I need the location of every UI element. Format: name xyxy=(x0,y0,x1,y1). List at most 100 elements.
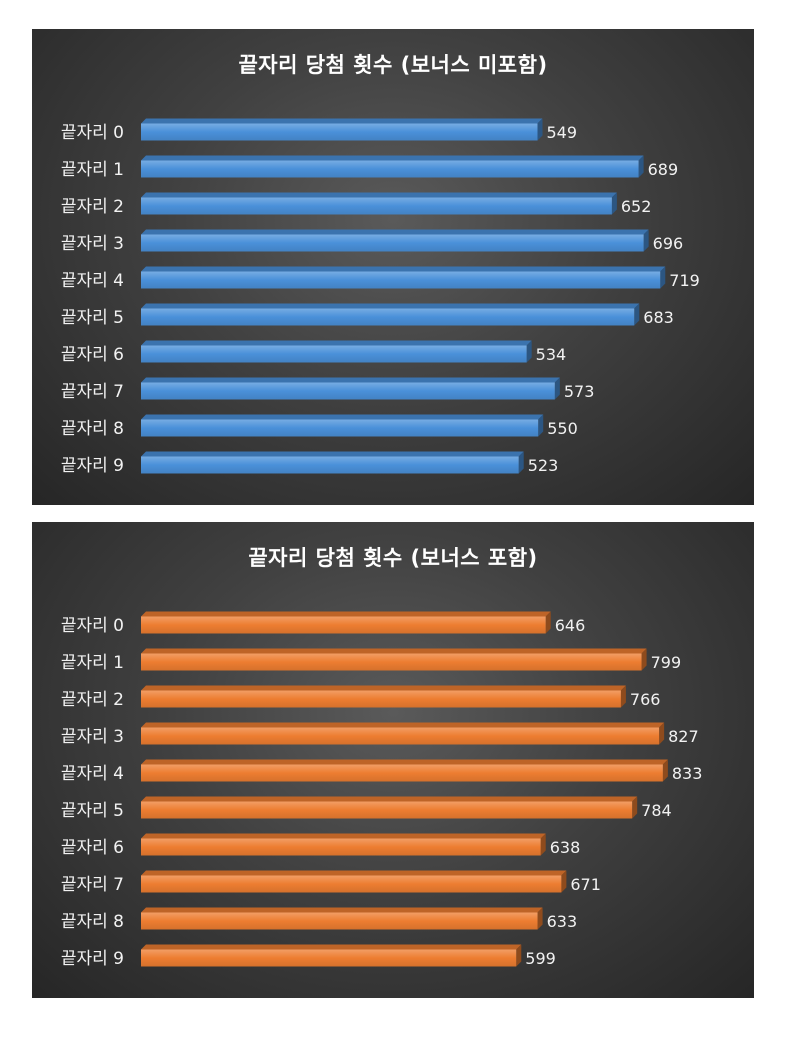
bar-side-face xyxy=(660,266,666,289)
bar-top-face xyxy=(141,377,560,383)
category-label: 끝자리 6 xyxy=(61,838,124,858)
bar-top-face xyxy=(141,648,647,654)
bar-chart-plot: 끝자리 0 549 끝자리 1 689 끝자리 2 652 끝자리 3 696 끝자리 4 719… xyxy=(61,118,700,476)
bar xyxy=(141,616,546,634)
bar xyxy=(141,234,644,252)
bar-group xyxy=(141,648,647,671)
value-label: 550 xyxy=(547,419,578,438)
bar-side-face xyxy=(537,118,543,141)
category-label: 끝자리 7 xyxy=(61,382,124,402)
bar-group xyxy=(141,229,649,252)
chart-title: 끝자리 당첨 횟수 (보너스 미포함) xyxy=(238,53,548,77)
bar-side-face xyxy=(634,303,640,326)
value-label: 799 xyxy=(651,653,682,672)
bar xyxy=(141,653,642,671)
bar xyxy=(141,308,635,326)
bar-side-face xyxy=(632,796,638,819)
category-label: 끝자리 2 xyxy=(61,690,124,710)
bar-group xyxy=(141,944,522,967)
bar-group xyxy=(141,870,567,893)
category-label: 끝자리 8 xyxy=(61,912,124,932)
bar-side-face xyxy=(643,229,649,252)
bar-top-face xyxy=(141,907,543,913)
bar-group xyxy=(141,192,617,215)
bar-group xyxy=(141,303,640,326)
category-label: 끝자리 0 xyxy=(61,123,124,143)
category-label: 끝자리 3 xyxy=(61,727,124,747)
bar-top-face xyxy=(141,833,546,839)
bar-group xyxy=(141,266,666,289)
bar-group xyxy=(141,451,524,474)
value-label: 784 xyxy=(641,801,672,820)
bar-chart-plot: 끝자리 0 646 끝자리 1 799 끝자리 2 766 끝자리 3 827 끝자리 4 833… xyxy=(61,611,703,969)
bar xyxy=(141,419,539,437)
bar-side-face xyxy=(538,414,544,437)
value-label: 833 xyxy=(672,764,703,783)
bar xyxy=(141,949,517,967)
bar-side-face xyxy=(540,833,546,856)
bar-top-face xyxy=(141,759,668,765)
bar-side-face xyxy=(662,759,668,782)
bar-side-face xyxy=(561,870,567,893)
category-label: 끝자리 9 xyxy=(61,949,124,969)
value-label: 766 xyxy=(630,690,661,709)
category-label: 끝자리 8 xyxy=(61,419,124,439)
bar-side-face xyxy=(620,685,626,708)
value-label: 646 xyxy=(555,616,586,635)
bar-group xyxy=(141,907,543,930)
value-label: 719 xyxy=(669,271,700,290)
chart-title: 끝자리 당첨 횟수 (보너스 포함) xyxy=(248,546,538,570)
category-label: 끝자리 6 xyxy=(61,345,124,365)
bar-top-face xyxy=(141,870,567,876)
bar-top-face xyxy=(141,944,522,950)
bar-side-face xyxy=(518,451,524,474)
bar xyxy=(141,456,519,474)
bar-top-face xyxy=(141,303,640,309)
category-label: 끝자리 1 xyxy=(61,160,124,180)
category-label: 끝자리 4 xyxy=(61,271,124,291)
bar-group xyxy=(141,155,644,178)
bar xyxy=(141,160,639,178)
category-label: 끝자리 3 xyxy=(61,234,124,254)
bar xyxy=(141,123,538,141)
value-label: 534 xyxy=(536,345,567,364)
bar-top-face xyxy=(141,611,551,617)
value-label: 633 xyxy=(547,912,578,931)
bar-top-face xyxy=(141,722,665,728)
category-label: 끝자리 5 xyxy=(61,801,124,821)
value-label: 549 xyxy=(547,123,578,142)
bar-side-face xyxy=(526,340,532,363)
bar-top-face xyxy=(141,685,626,691)
bar-side-face xyxy=(611,192,617,215)
bar-group xyxy=(141,377,560,400)
category-label: 끝자리 9 xyxy=(61,456,124,476)
bar-top-face xyxy=(141,451,524,457)
bar-side-face xyxy=(537,907,543,930)
value-label: 599 xyxy=(525,949,556,968)
value-label: 523 xyxy=(528,456,559,475)
bar-top-face xyxy=(141,192,617,198)
category-label: 끝자리 5 xyxy=(61,308,124,328)
bar xyxy=(141,271,661,289)
bar-top-face xyxy=(141,796,638,802)
bar-side-face xyxy=(516,944,522,967)
bar-side-face xyxy=(554,377,560,400)
value-label: 573 xyxy=(564,382,595,401)
category-label: 끝자리 0 xyxy=(61,616,124,636)
bar-top-face xyxy=(141,414,544,420)
bar xyxy=(141,382,555,400)
bar xyxy=(141,690,621,708)
bar xyxy=(141,727,660,745)
chart-panel-with-bonus: 끝자리 당첨 횟수 (보너스 포함) 끝자리 0 646 끝자리 1 799 끝자리 2… xyxy=(32,522,754,998)
bar-side-face xyxy=(638,155,644,178)
value-label: 689 xyxy=(648,160,679,179)
bar xyxy=(141,838,541,856)
bar xyxy=(141,345,527,363)
value-label: 827 xyxy=(668,727,699,746)
bar-top-face xyxy=(141,340,532,346)
category-label: 끝자리 2 xyxy=(61,197,124,217)
value-label: 652 xyxy=(621,197,652,216)
bar-side-face xyxy=(659,722,665,745)
bar-group xyxy=(141,611,551,634)
chart-panel-no-bonus: 끝자리 당첨 횟수 (보너스 미포함) 끝자리 0 549 끝자리 1 689 끝자리 … xyxy=(32,29,754,505)
